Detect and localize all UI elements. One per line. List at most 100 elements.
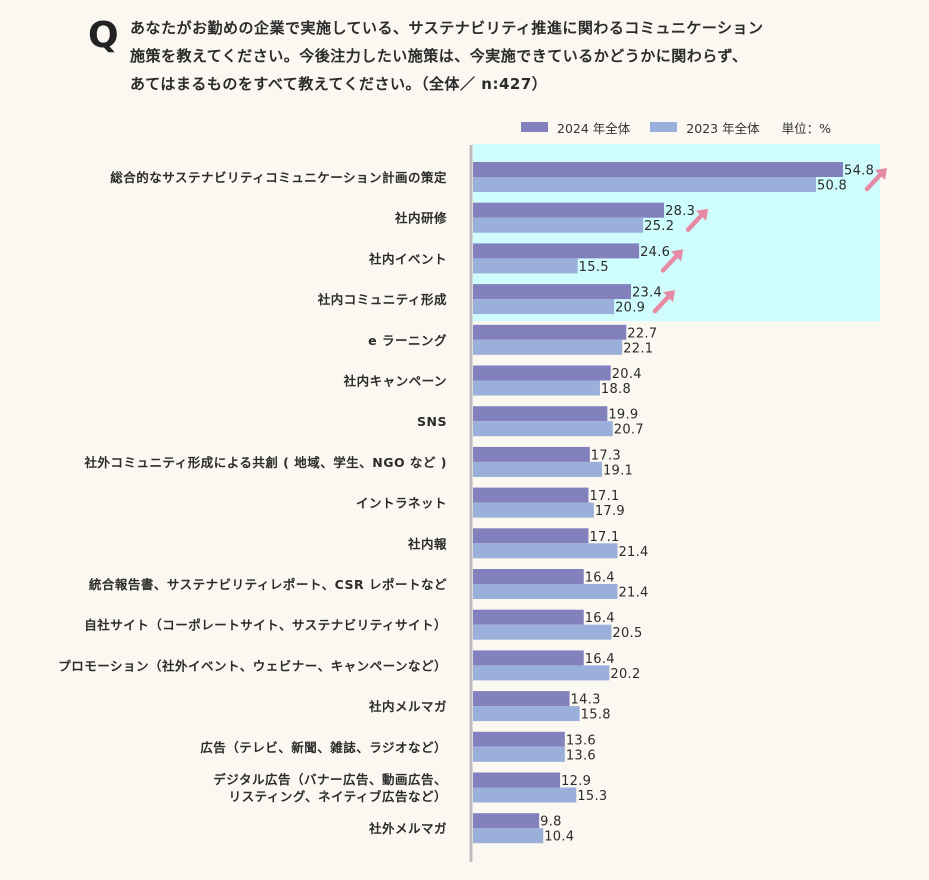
- bar-2023-11: [473, 624, 612, 640]
- category-label-9: 社内報: [407, 536, 447, 551]
- value-label-2023-15: 15.3: [577, 789, 607, 804]
- category-label-0: 総合的なサステナビリティコミュニケーション計画の策定: [110, 170, 447, 185]
- bar-2024-2: [473, 243, 640, 259]
- legend-label-2024: 2024 年全体: [557, 120, 631, 136]
- bar-2024-16: [473, 813, 540, 829]
- bar-2024-0: [473, 162, 843, 177]
- bar-2023-3: [473, 299, 615, 315]
- bar-2023-0: [473, 177, 816, 192]
- category-label-5: 社内キャンペーン: [343, 374, 447, 389]
- category-label-2: 社内イベント: [368, 251, 447, 266]
- value-label-2024-6: 19.9: [608, 408, 638, 423]
- unit-label: 単位：%: [781, 120, 831, 136]
- value-label-2024-9: 17.1: [589, 530, 619, 545]
- category-label-6: SNS: [417, 414, 447, 429]
- bar-2023-12: [473, 665, 610, 681]
- bar-2023-9: [473, 543, 618, 559]
- bar-2024-3: [473, 284, 631, 300]
- bar-2023-6: [473, 421, 613, 437]
- question-mark: Q: [88, 15, 119, 56]
- category-label-10: 統合報告書、サステナビリティレポート、CSR レポートなど: [89, 577, 447, 592]
- legend-entry-2024: 2024 年全体: [521, 118, 630, 137]
- bar-2024-6: [473, 406, 608, 422]
- bar-2023-14: [473, 746, 565, 762]
- value-label-2024-2: 24.6: [640, 245, 670, 260]
- increase-arrow-shaft-1: [685, 212, 705, 232]
- bar-2023-1: [473, 217, 644, 233]
- category-label-14: 広告（テレビ、新聞、雑誌、ラジオなど）: [200, 740, 447, 755]
- value-label-2023-16: 10.4: [544, 830, 574, 845]
- question-text: あなたがお勤めの企業で実施している、サステナビリティ推進に関わるコミュニケーショ…: [130, 14, 900, 98]
- increase-arrow-head-1: [696, 208, 709, 221]
- value-label-2023-12: 20.2: [610, 667, 640, 682]
- bar-2024-12: [473, 650, 584, 666]
- value-label-2024-13: 14.3: [571, 693, 601, 708]
- value-label-2023-4: 22.1: [623, 341, 653, 356]
- value-label-2023-0: 50.8: [817, 179, 847, 194]
- value-label-2024-10: 16.4: [585, 571, 615, 586]
- question-line-1: あなたがお勤めの企業で実施している、サステナビリティ推進に関わるコミュニケーショ…: [130, 19, 764, 37]
- category-label-15-1: リスティング、ネイティブ広告など）: [229, 789, 447, 804]
- value-label-2023-10: 21.4: [618, 586, 648, 601]
- value-label-2024-12: 16.4: [585, 652, 615, 667]
- bar-2023-15: [473, 787, 577, 803]
- legend-swatch-2023: [650, 122, 678, 132]
- bar-2024-8: [473, 487, 589, 503]
- bar-2023-13: [473, 706, 580, 722]
- bar-2023-16: [473, 828, 544, 844]
- category-label-13: 社内メルマガ: [368, 699, 447, 714]
- value-label-2024-11: 16.4: [585, 611, 615, 626]
- value-label-2023-7: 19.1: [603, 463, 633, 478]
- increase-arrow-shaft-2: [660, 253, 680, 273]
- value-label-2024-1: 28.3: [665, 204, 695, 219]
- increase-arrow-shaft-3: [652, 293, 672, 314]
- increase-arrow-head-0: [875, 168, 887, 180]
- category-label-8: イントラネット: [356, 496, 447, 511]
- category-label-7: 社外コミュニティ形成による共創 ( 地域、学生、NGO など ): [83, 455, 447, 470]
- bar-2024-13: [473, 691, 570, 707]
- category-label-15-0: デジタル広告（バナー広告、動画広告、: [213, 772, 447, 787]
- category-label-1: 社内研修: [394, 211, 447, 226]
- increase-arrow-head-2: [671, 249, 684, 262]
- value-label-2023-2: 15.5: [579, 260, 609, 275]
- value-label-2024-16: 9.8: [540, 815, 562, 830]
- bar-2023-4: [473, 339, 623, 355]
- category-label-11: 自社サイト（コーポレートサイト、サステナビリティサイト）: [84, 618, 447, 633]
- bar-2024-1: [473, 202, 665, 218]
- bar-2024-7: [473, 446, 590, 462]
- value-label-2024-7: 17.3: [591, 448, 621, 463]
- bar-2024-4: [473, 324, 627, 340]
- category-label-16: 社外メルマガ: [368, 821, 447, 836]
- bar-2023-8: [473, 502, 594, 518]
- bar-2024-9: [473, 528, 589, 544]
- value-label-2024-3: 23.4: [632, 286, 662, 301]
- increase-arrow-shaft-0: [864, 171, 884, 192]
- value-label-2023-9: 21.4: [618, 545, 648, 560]
- value-label-2023-13: 15.8: [581, 708, 611, 723]
- value-label-2023-11: 20.5: [612, 626, 642, 641]
- value-label-2024-14: 13.6: [566, 733, 596, 748]
- bar-2023-2: [473, 258, 578, 274]
- bar-2024-5: [473, 365, 611, 381]
- value-label-2023-14: 13.6: [566, 748, 596, 763]
- value-label-2023-5: 18.8: [601, 382, 631, 397]
- bar-2023-5: [473, 380, 600, 396]
- value-label-2023-8: 17.9: [595, 504, 625, 519]
- question-line-2: 施策を教えてください。今後注力したい施策は、今実施できているかどうかに関わらず、: [130, 47, 748, 65]
- bar-2024-10: [473, 569, 584, 584]
- value-label-2024-4: 22.7: [627, 326, 657, 341]
- chart-legend: 2024 年全体 2023 年全体 単位：%: [521, 118, 831, 136]
- category-label-3: 社内コミュニティ形成: [317, 292, 447, 307]
- category-label-4: e ラーニング: [368, 333, 447, 348]
- bar-2023-7: [473, 461, 602, 477]
- value-label-2023-6: 20.7: [614, 423, 644, 438]
- value-label-2024-15: 12.9: [561, 774, 591, 789]
- question-line-3: あてはまるものをすべて教えてください。（全体／ n:427）: [130, 75, 548, 93]
- value-label-2023-1: 25.2: [644, 219, 674, 234]
- value-label-2023-3: 20.9: [615, 301, 645, 316]
- value-label-2024-5: 20.4: [612, 367, 642, 382]
- category-label-12: プロモーション（社外イベント、ウェビナー、キャンペーンなど）: [58, 658, 447, 673]
- value-label-2024-0: 54.8: [844, 164, 874, 179]
- legend-swatch-2024: [521, 122, 548, 132]
